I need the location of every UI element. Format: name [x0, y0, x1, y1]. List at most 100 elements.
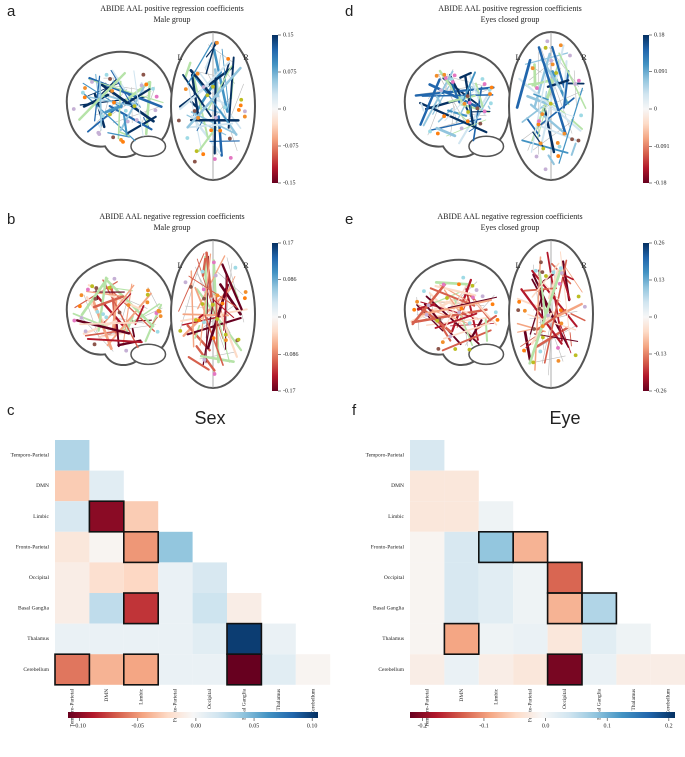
brain-edge — [106, 292, 152, 347]
brain-node — [77, 304, 82, 309]
brain-node — [201, 287, 206, 292]
hemisphere-label: R — [581, 261, 587, 270]
brain-fiber — [112, 105, 162, 124]
brain-edge — [487, 105, 491, 110]
brain-node — [243, 290, 248, 294]
heatmap-cell — [616, 654, 651, 685]
brain-edge — [80, 277, 109, 316]
brain-node — [202, 296, 206, 301]
heatmap-cell — [158, 623, 193, 655]
cell-outline — [123, 592, 160, 625]
brain-edge — [110, 283, 118, 335]
row-label: Cerebellum — [378, 667, 404, 673]
brain-node — [435, 318, 440, 323]
brain-edge — [197, 255, 226, 310]
colorbar-tick-label: 0.26 — [654, 240, 665, 246]
colorbar — [272, 243, 278, 391]
cerebellum — [130, 135, 167, 158]
brain-node — [200, 269, 205, 274]
heatmap-title: Sex — [194, 408, 225, 428]
brain-node — [568, 53, 572, 58]
brain-node — [188, 284, 193, 289]
brain-node — [471, 295, 475, 300]
brain-node — [538, 349, 543, 354]
column-label: Basal Ganglia — [596, 688, 602, 720]
colorbar-tick-label: 0.10 — [307, 723, 318, 729]
heatmap-cell — [123, 501, 159, 532]
brain-edge — [207, 65, 233, 111]
brain-edge — [115, 320, 120, 348]
brain-node — [86, 287, 90, 292]
brain-edge — [421, 298, 493, 316]
brain-node — [110, 88, 115, 93]
colorbar — [272, 35, 278, 183]
brain-node — [153, 108, 158, 113]
brain-node — [428, 129, 432, 134]
brain-node — [557, 281, 562, 286]
brain-node — [155, 329, 160, 334]
heatmap-cell — [55, 593, 90, 624]
row-label: Thalamus — [27, 636, 49, 642]
brain-node — [71, 107, 76, 111]
brain-node — [72, 318, 77, 323]
brain-node — [193, 318, 198, 322]
brain-node — [236, 108, 241, 112]
brain-edge — [75, 319, 131, 335]
brain-node — [112, 276, 117, 281]
brain-node — [538, 141, 543, 146]
brain-node — [450, 80, 455, 84]
panel-subtitle: Eyes closed group — [481, 15, 540, 24]
cerebellum — [130, 343, 167, 366]
brain-edge — [533, 333, 579, 342]
brain-edge — [86, 290, 127, 298]
heatmap-cell — [547, 654, 582, 685]
brain-node — [442, 72, 447, 77]
column-label: DMN — [104, 689, 110, 702]
brain-node — [90, 284, 95, 289]
heatmap-cell — [55, 470, 90, 502]
brain-node — [522, 308, 527, 313]
heatmap-cell — [478, 501, 514, 532]
brain-node — [83, 329, 88, 334]
row-label: Limbic — [388, 514, 404, 520]
brain-edge — [204, 58, 211, 69]
brain-node — [210, 302, 215, 307]
brain-fiber — [90, 88, 128, 129]
colorbar-tick-label: -0.18 — [654, 180, 667, 186]
brain-node — [93, 296, 98, 301]
brain-node — [79, 293, 84, 298]
brain-edge — [225, 273, 227, 350]
brain-node — [545, 39, 550, 44]
brain-node — [531, 360, 536, 365]
heatmap-cell — [547, 623, 582, 655]
heatmap-cell — [513, 654, 548, 685]
brain-node — [475, 106, 480, 111]
brain-edge — [420, 102, 425, 112]
brain-node — [183, 87, 188, 92]
cell-outline — [54, 653, 91, 686]
brain-node — [465, 94, 470, 99]
brain-node — [536, 122, 541, 127]
heatmap-cell — [158, 654, 193, 685]
brain-edge — [195, 77, 231, 126]
brain-node — [117, 310, 122, 315]
brain-edge — [190, 270, 195, 348]
hemisphere-label: L — [178, 261, 183, 270]
heatmap-cell — [444, 470, 479, 502]
brain-edge — [533, 93, 549, 101]
brain-node — [112, 100, 116, 105]
brain-node — [134, 118, 139, 122]
brain-node — [540, 112, 545, 116]
colorbar-tick-label: 0.086 — [283, 277, 297, 283]
brain-node — [242, 114, 247, 119]
brain-node — [104, 72, 109, 77]
heatmap-cell — [192, 562, 227, 593]
brain-edge — [212, 298, 235, 319]
brain-node — [145, 292, 150, 297]
heatmap-cell — [410, 470, 445, 502]
heatmap-cell — [192, 593, 227, 624]
brain-node — [573, 353, 578, 358]
colorbar-tick-label: 0.18 — [654, 32, 665, 38]
brain-node — [212, 372, 217, 376]
brain-node — [434, 73, 439, 78]
